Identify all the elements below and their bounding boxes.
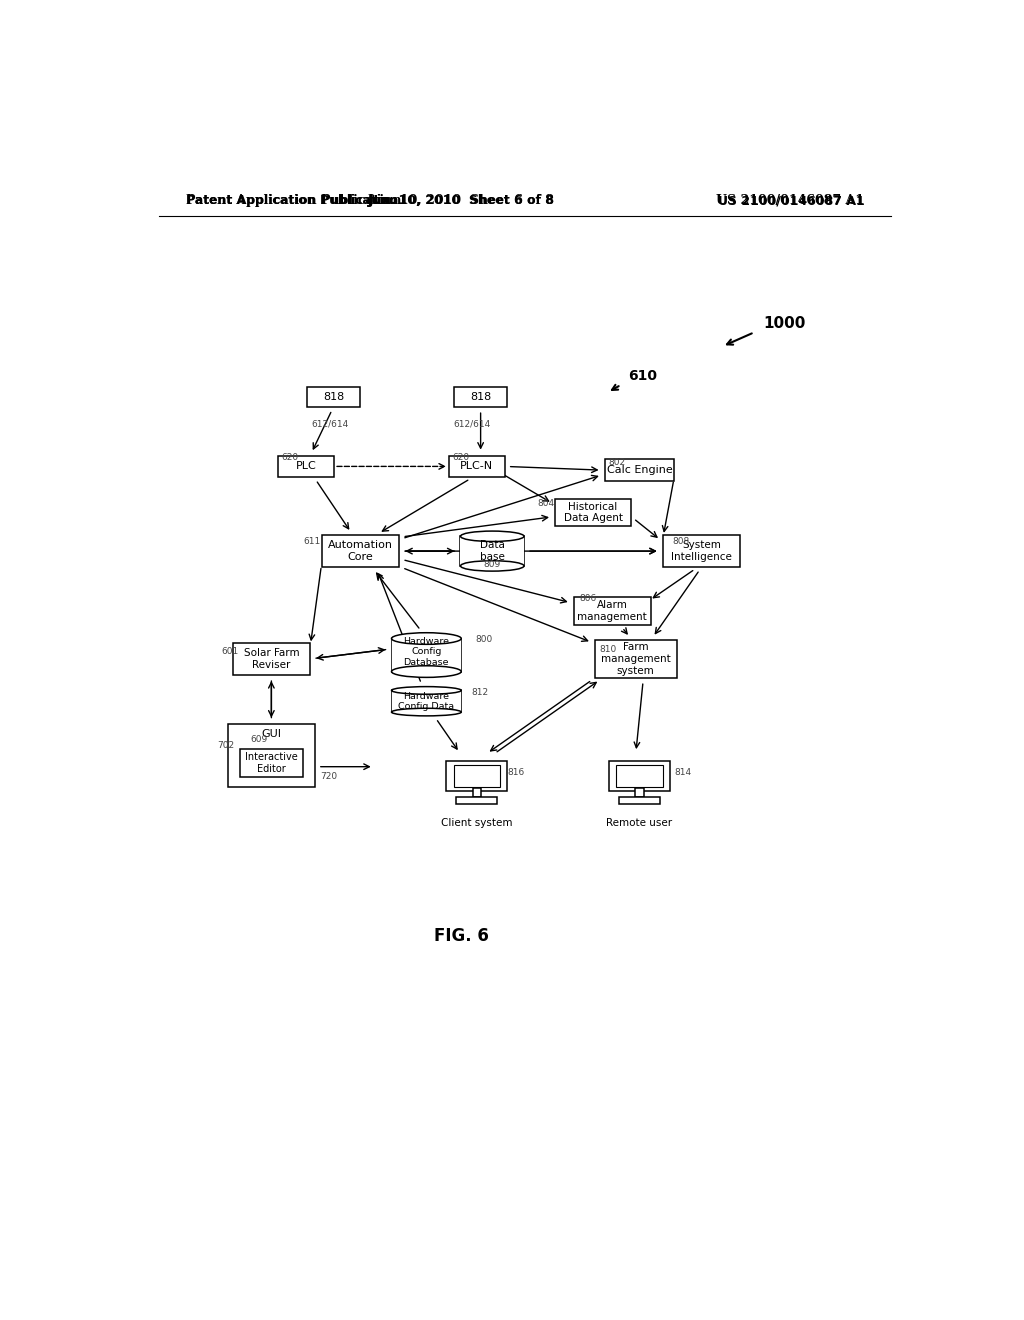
Text: Jun. 10, 2010  Sheet 6 of 8: Jun. 10, 2010 Sheet 6 of 8 xyxy=(368,194,555,207)
Text: Solar Farm
Reviser: Solar Farm Reviser xyxy=(244,648,299,669)
Bar xyxy=(232,643,310,675)
Text: 818: 818 xyxy=(470,392,492,403)
Text: FIG. 6: FIG. 6 xyxy=(434,927,488,945)
Bar xyxy=(620,797,659,804)
Text: Hardware
Config
Database: Hardware Config Database xyxy=(403,638,450,667)
Bar xyxy=(446,760,508,791)
Text: 620: 620 xyxy=(282,453,299,462)
Text: 818: 818 xyxy=(323,392,344,403)
Bar xyxy=(604,459,675,480)
Text: 611: 611 xyxy=(303,537,321,546)
Text: 816: 816 xyxy=(508,768,525,776)
Text: Interactive
Editor: Interactive Editor xyxy=(245,752,298,774)
Text: US 2100/0146087 A1: US 2100/0146087 A1 xyxy=(718,194,864,207)
Text: Alarm
management: Alarm management xyxy=(578,601,647,622)
Text: Historical
Data Agent: Historical Data Agent xyxy=(563,502,623,524)
Ellipse shape xyxy=(391,665,461,677)
Bar xyxy=(555,499,631,527)
Text: Patent Application Publication: Patent Application Publication xyxy=(186,194,401,207)
Text: 612/614: 612/614 xyxy=(311,420,349,429)
Bar xyxy=(228,723,314,787)
Text: Patent Application Publication: Patent Application Publication xyxy=(186,194,398,207)
Text: Calc Engine: Calc Engine xyxy=(606,465,673,475)
Text: US 2100/0146087 A1: US 2100/0146087 A1 xyxy=(716,194,864,207)
Bar xyxy=(279,455,334,478)
Text: Automation
Core: Automation Core xyxy=(328,540,393,562)
Text: GUI: GUI xyxy=(261,729,282,739)
Text: 809: 809 xyxy=(483,560,500,569)
Text: 804: 804 xyxy=(538,499,554,508)
Bar xyxy=(455,387,507,407)
Text: Client system: Client system xyxy=(441,818,512,828)
Text: PLC-N: PLC-N xyxy=(460,462,494,471)
Text: Jun. 10, 2010  Sheet 6 of 8: Jun. 10, 2010 Sheet 6 of 8 xyxy=(368,194,555,207)
Ellipse shape xyxy=(391,709,461,715)
Text: 810: 810 xyxy=(599,645,616,655)
Text: 812: 812 xyxy=(471,688,488,697)
Bar xyxy=(240,748,303,776)
Text: 808: 808 xyxy=(672,537,689,546)
Text: Remote user: Remote user xyxy=(606,818,673,828)
Text: PLC: PLC xyxy=(296,462,316,471)
Text: 806: 806 xyxy=(580,594,597,603)
Bar xyxy=(636,788,644,797)
Text: 1000: 1000 xyxy=(764,317,806,331)
Text: System
Intelligence: System Intelligence xyxy=(671,540,732,562)
Text: 620: 620 xyxy=(452,453,469,462)
Bar xyxy=(595,640,677,678)
Text: 720: 720 xyxy=(321,772,337,781)
Text: 800: 800 xyxy=(475,635,493,644)
Bar xyxy=(616,766,663,787)
Bar xyxy=(391,690,461,711)
Bar xyxy=(457,797,498,804)
Text: Farm
management
system: Farm management system xyxy=(601,643,671,676)
Bar xyxy=(663,535,740,568)
Bar xyxy=(391,639,461,672)
Text: 802: 802 xyxy=(608,458,626,467)
Bar xyxy=(454,766,500,787)
Ellipse shape xyxy=(461,531,524,541)
Text: 612/614: 612/614 xyxy=(454,420,490,429)
Text: 814: 814 xyxy=(675,768,691,776)
Bar xyxy=(473,788,481,797)
Bar xyxy=(307,387,359,407)
Text: 702: 702 xyxy=(217,741,234,750)
Bar xyxy=(449,455,505,478)
Bar xyxy=(609,760,670,791)
Ellipse shape xyxy=(391,632,461,644)
Text: Hardware
Config Data: Hardware Config Data xyxy=(398,692,455,711)
Bar xyxy=(461,536,524,566)
Text: 609: 609 xyxy=(251,735,267,744)
Bar xyxy=(322,535,399,568)
Ellipse shape xyxy=(461,561,524,572)
Bar xyxy=(573,597,651,626)
Text: Data
base: Data base xyxy=(480,540,505,562)
Text: 610: 610 xyxy=(628,368,656,383)
Text: 601: 601 xyxy=(221,647,239,656)
Ellipse shape xyxy=(391,686,461,694)
